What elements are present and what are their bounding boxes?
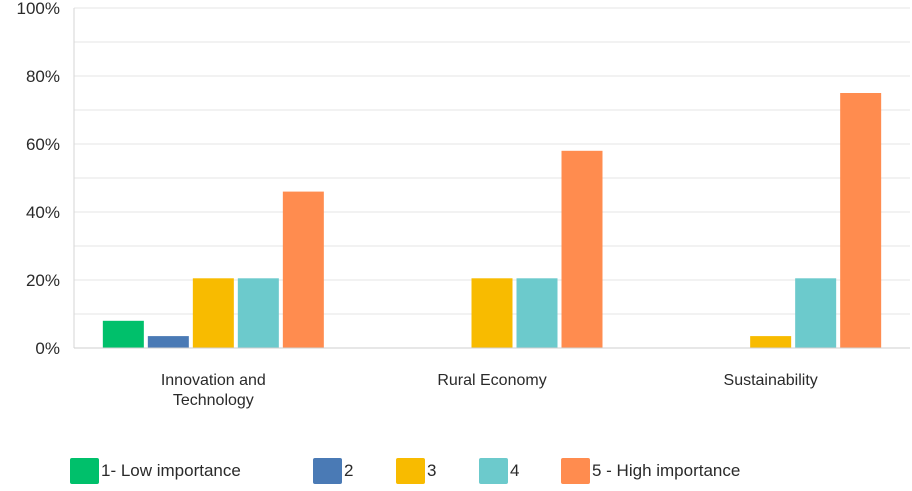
category-labels: Innovation and Technology Rural Economy Sus… [161,372,818,409]
bar [282,191,324,348]
legend-item: 1- Low importance [70,458,313,484]
legend-label: 4 [510,461,520,480]
gridlines [74,7,910,315]
bar [102,320,144,348]
y-tick-label: 40% [26,203,60,222]
y-tick-label: 60% [26,135,60,154]
legend-swatch [479,458,508,484]
legend-item: 5 - High importance [561,458,811,484]
y-axis-ticks: 0% 20% 40% 60% 80% 100% [17,0,60,358]
legend-item: 2 [313,458,396,484]
x-category-label: Innovation and Technology [161,372,266,409]
legend-label: 2 [344,461,354,480]
legend-swatch [396,458,425,484]
bar [561,150,603,348]
bar [516,278,558,348]
y-tick-label: 20% [26,271,60,290]
bar [237,278,279,348]
x-category-label: Sustainability [724,372,818,389]
bar [750,336,792,348]
bar [192,278,234,348]
legend-label: 5 - High importance [592,461,741,480]
legend-swatch [70,458,99,484]
bar [147,336,189,348]
y-tick-label: 100% [17,0,60,18]
bar [471,278,513,348]
y-tick-label: 0% [35,339,60,358]
legend-swatch [561,458,590,484]
legend-item: 4 [479,458,561,484]
legend-label: 1- Low importance [101,461,241,480]
legend: 1- Low importance 2 3 4 5 - High importance [70,458,811,484]
legend-item: 3 [396,458,479,484]
bars [102,93,882,348]
x-category-label: Rural Economy [437,372,546,389]
bar [840,93,882,348]
legend-swatch [313,458,342,484]
legend-label: 3 [427,461,437,480]
y-tick-label: 80% [26,67,60,86]
bar [795,278,837,348]
